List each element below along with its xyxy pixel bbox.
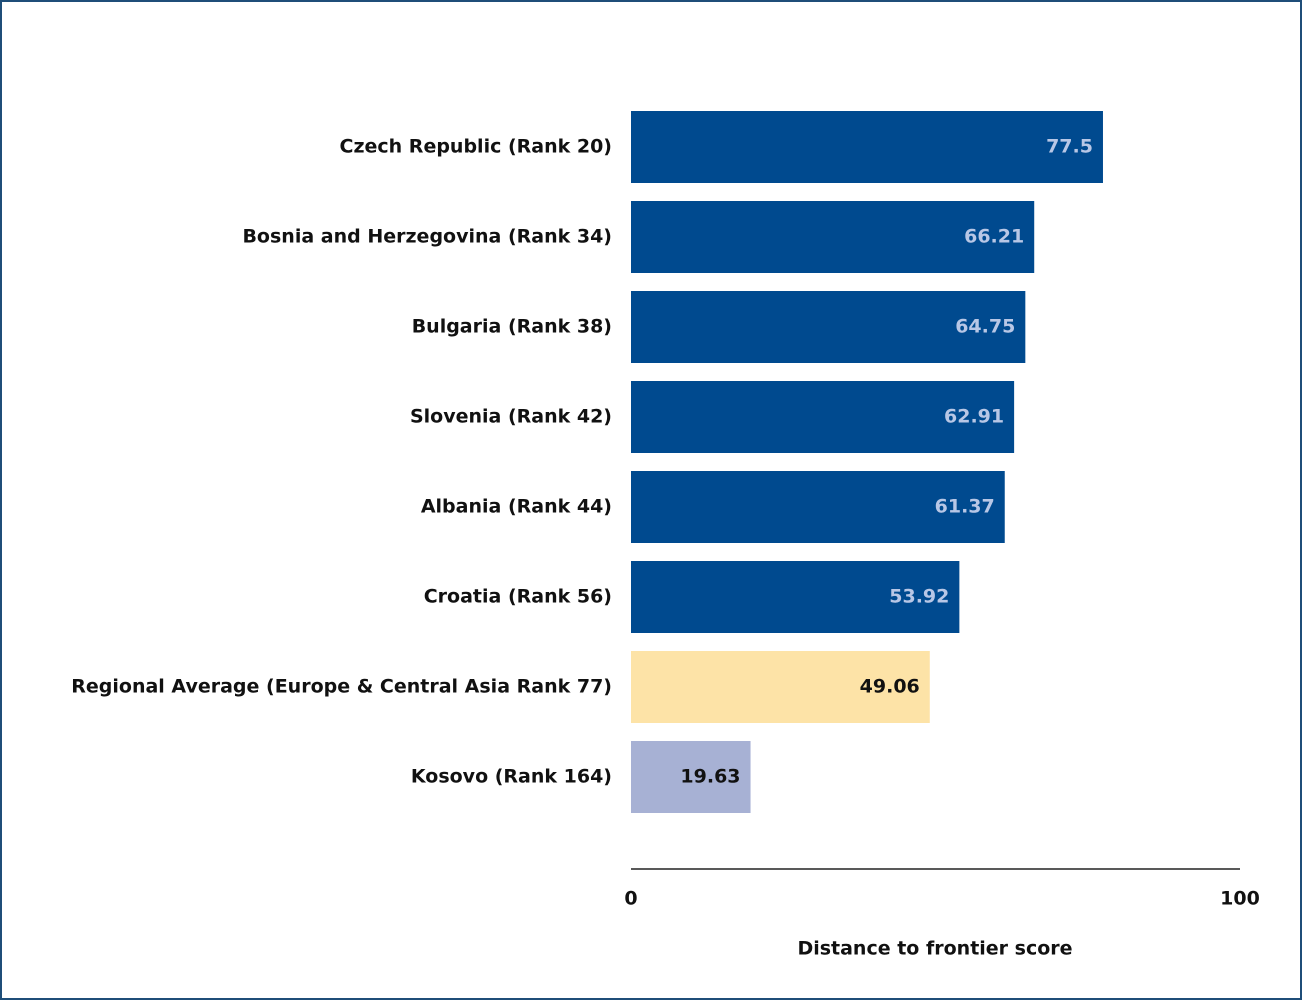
bar [631,381,1015,453]
value-label: 64.75 [955,316,1015,338]
value-label: 77.5 [1046,136,1093,158]
y-tick-label: Bulgaria (Rank 38) [412,316,612,338]
y-tick-label: Albania (Rank 44) [421,496,612,518]
bar [631,471,1005,543]
bar [631,561,960,633]
bar [631,201,1035,273]
y-tick-label: Bosnia and Herzegovina (Rank 34) [242,226,612,248]
value-label: 66.21 [964,226,1024,248]
value-label: 53.92 [889,586,949,608]
bar [631,651,930,723]
value-label: 19.63 [680,766,740,788]
x-tick-label: 100 [1220,888,1260,910]
value-label: 49.06 [860,676,920,698]
bar [631,741,751,813]
y-tick-label: Regional Average (Europe & Central Asia … [71,676,612,698]
y-tick-label: Czech Republic (Rank 20) [340,136,612,158]
x-axis-label: Distance to frontier score [797,938,1072,960]
value-label: 62.91 [944,406,1004,428]
value-label: 61.37 [935,496,995,518]
y-tick-label: Kosovo (Rank 164) [411,766,612,788]
bar [631,111,1103,183]
x-tick-label: 0 [624,888,637,910]
y-tick-label: Croatia (Rank 56) [424,586,612,608]
bar [631,291,1026,363]
y-tick-label: Slovenia (Rank 42) [410,406,612,428]
